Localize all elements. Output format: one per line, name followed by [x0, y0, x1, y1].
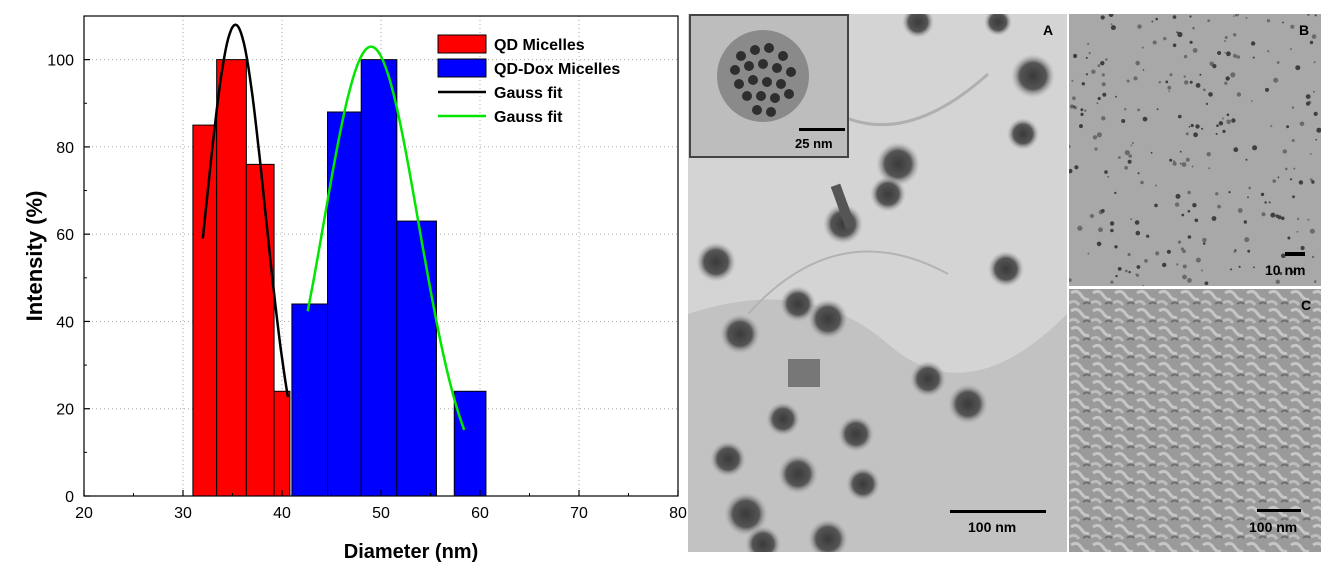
scalebar-b	[1285, 252, 1305, 256]
legend-swatch	[437, 58, 487, 78]
x-tick-label: 70	[570, 505, 588, 522]
legend-label: Gauss fit	[494, 85, 563, 102]
bar-qd-micelles	[245, 163, 275, 497]
inset-scalebar-label: 25 nm	[795, 136, 833, 151]
bar-qd-micelles	[216, 59, 247, 497]
inset-scalebar	[799, 128, 845, 131]
tem-image-panel-c: C 100 nm	[1069, 289, 1321, 552]
bars	[192, 59, 487, 497]
panel-letter-b: B	[1299, 22, 1310, 38]
panel-letter-a: A	[1043, 22, 1054, 38]
gauss-fit-lines	[201, 23, 466, 431]
legend: QD Micelles QD-Dox Micelles Gauss fit Gauss…	[437, 34, 620, 126]
tem-micrograph-c	[1069, 289, 1321, 552]
bar-qd-dox-micelles	[396, 220, 437, 497]
y-tick-label: 100	[47, 53, 74, 70]
y-tick-label: 60	[56, 227, 74, 244]
tem-image-panel-b: B 10 nm	[1069, 14, 1321, 286]
y-tick-label: 40	[56, 314, 74, 331]
y-tick-label: 20	[56, 402, 74, 419]
x-tick-label: 50	[372, 505, 390, 522]
scalebar-a	[950, 510, 1046, 513]
bar-qd-dox-micelles	[291, 303, 329, 497]
tem-inset-micrograph	[691, 16, 847, 156]
x-axis-label: Diameter (nm)	[344, 541, 478, 562]
scalebar-c	[1257, 509, 1301, 512]
gauss-fit-curve	[201, 23, 290, 398]
x-tick-label: 60	[471, 505, 489, 522]
bar-qd-dox-micelles	[453, 390, 487, 497]
bar-qd-dox-micelles	[360, 59, 398, 497]
scalebar-label-b: 10 nm	[1265, 262, 1306, 278]
x-tick-label: 30	[174, 505, 192, 522]
y-tick-label: 0	[65, 489, 74, 506]
scalebar-label-a: 100 nm	[968, 519, 1017, 535]
y-tick-label: 80	[56, 140, 74, 157]
legend-swatch	[437, 34, 487, 54]
legend-label: QD-Dox Micelles	[494, 61, 620, 78]
legend-label: QD Micelles	[494, 37, 585, 54]
bar-qd-micelles	[273, 390, 291, 497]
y-axis-label: Intensity (%)	[22, 191, 47, 322]
x-tick-label: 20	[75, 505, 93, 522]
gauss-fit-curve	[306, 45, 466, 431]
bar-qd-micelles	[192, 124, 218, 497]
tem-micrograph-b	[1069, 14, 1321, 286]
x-tick-label: 40	[273, 505, 291, 522]
tem-inset-panel: 25 nm	[689, 14, 849, 158]
panel-letter-c: C	[1301, 297, 1312, 313]
scalebar-label-c: 100 nm	[1249, 519, 1298, 535]
x-tick-label: 80	[669, 505, 687, 522]
legend-label: Gauss fit	[494, 109, 563, 126]
